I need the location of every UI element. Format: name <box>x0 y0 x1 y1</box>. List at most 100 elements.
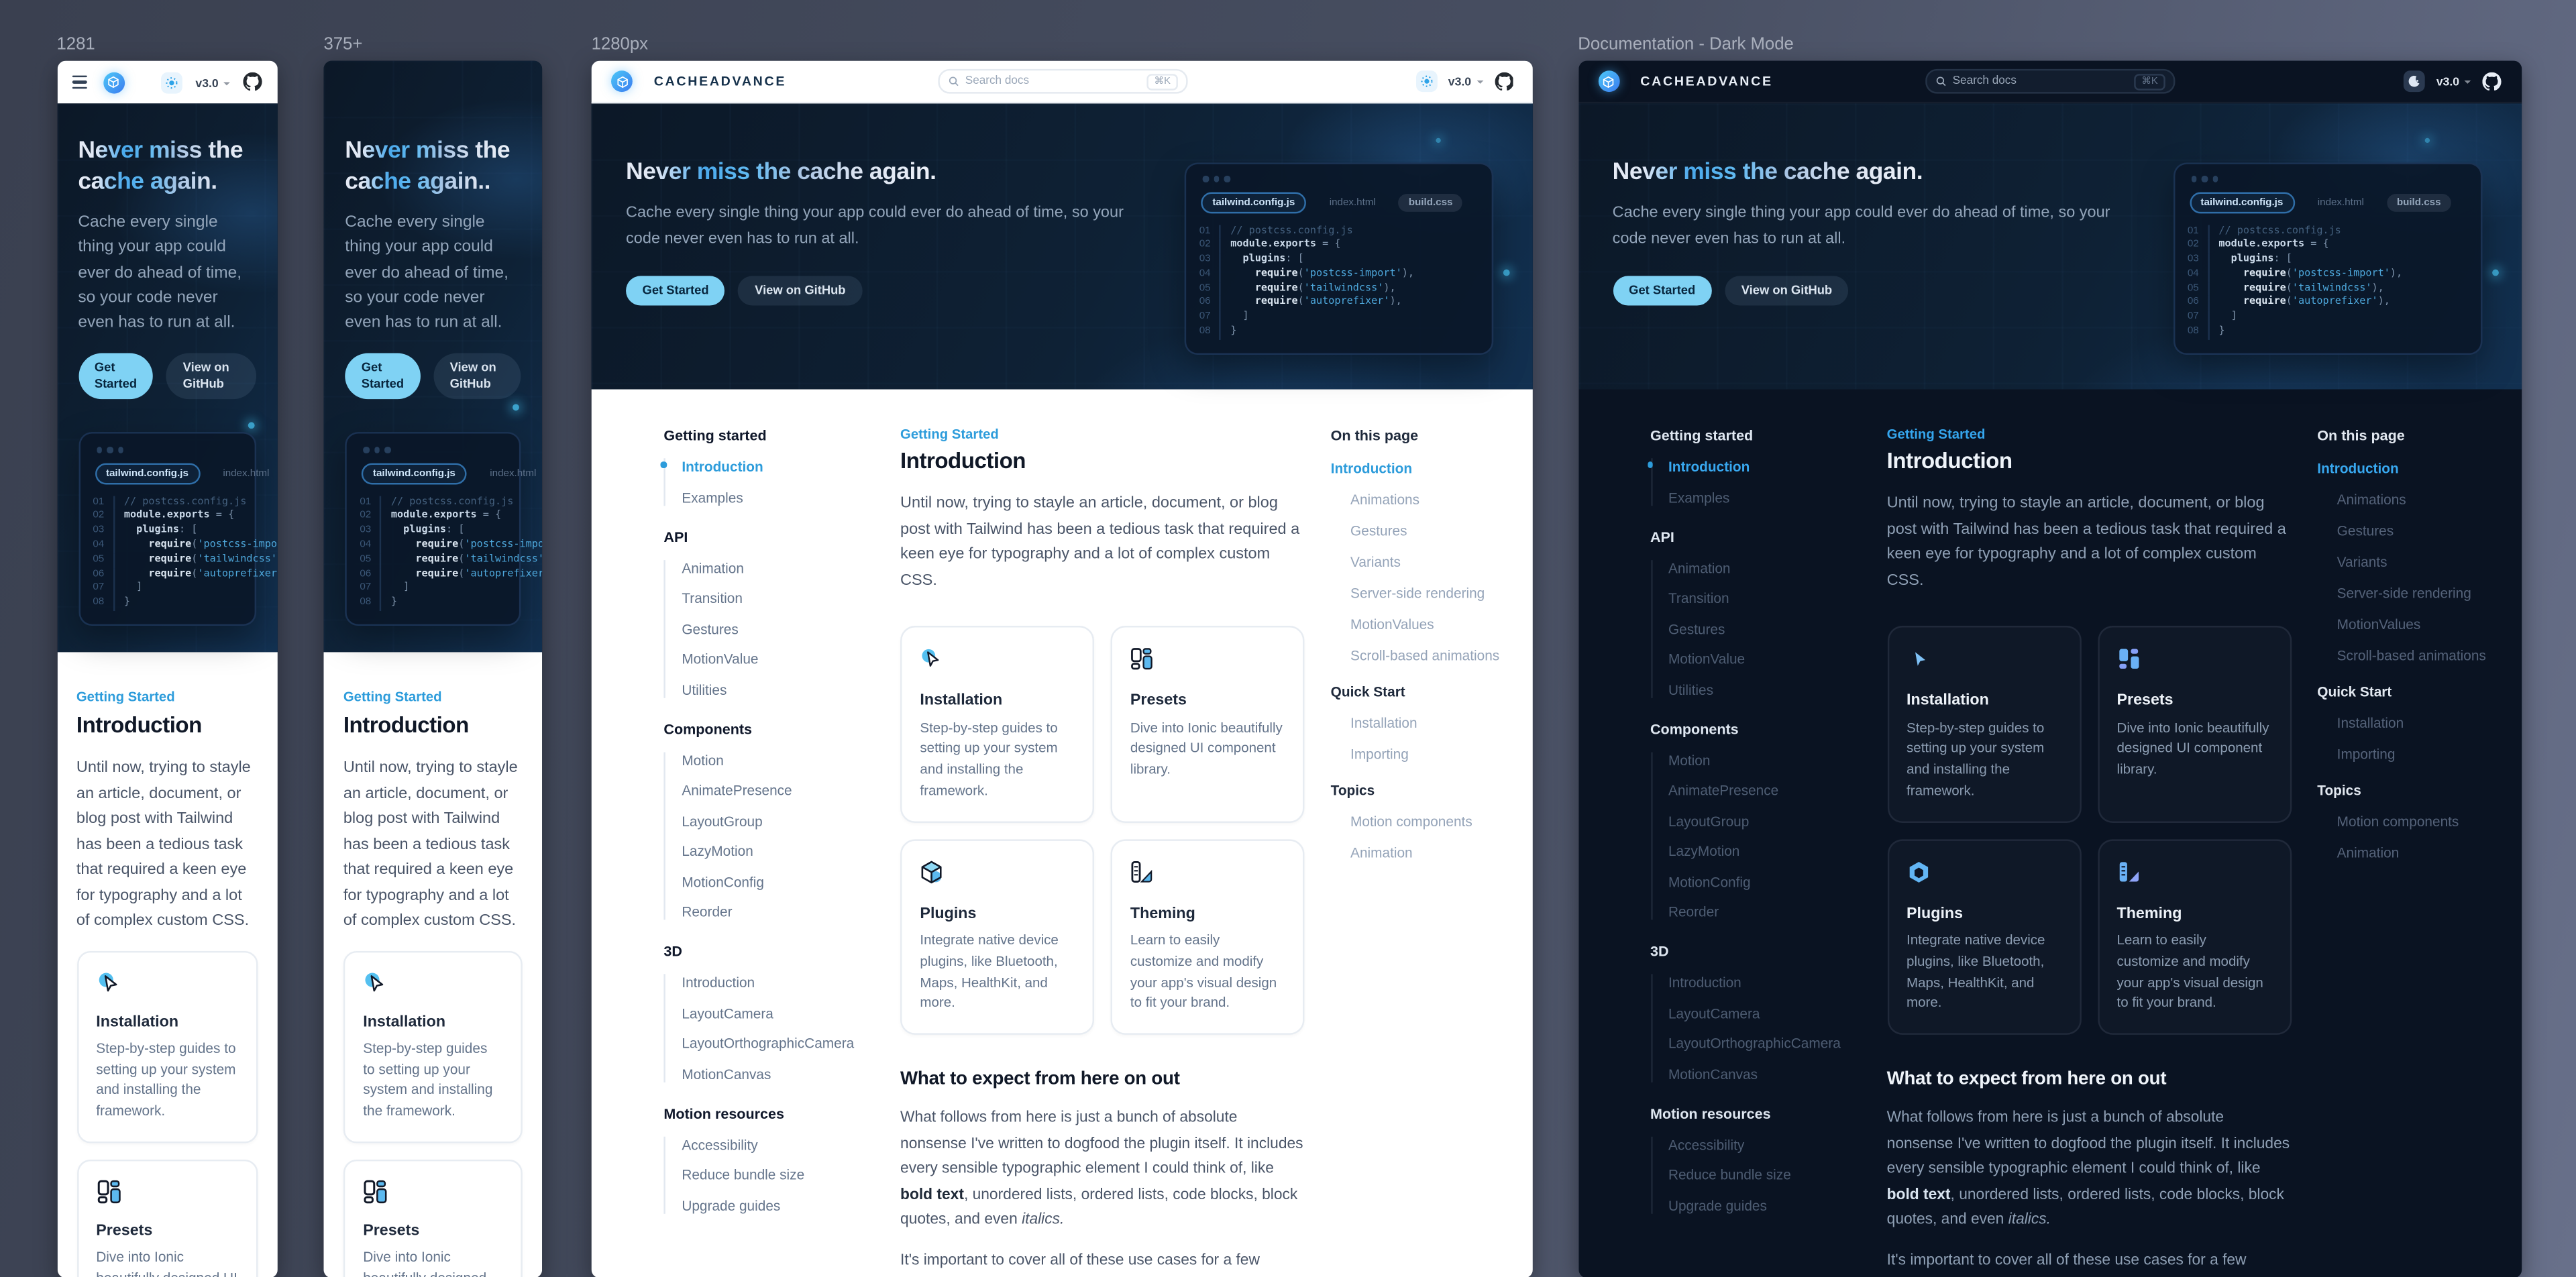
logo-icon[interactable] <box>370 71 391 93</box>
logo-icon[interactable] <box>611 70 633 93</box>
doc-card[interactable]: Presets Dive into Ionic beautifully desi… <box>2097 626 2292 823</box>
logo-icon[interactable] <box>103 71 124 93</box>
toc-item[interactable]: Quick Start <box>2317 683 2392 700</box>
github-icon[interactable] <box>508 72 528 91</box>
doc-card[interactable]: Installation Step-by-step guides to sett… <box>343 950 523 1143</box>
toc-item[interactable]: Introduction <box>1330 459 1413 477</box>
doc-card[interactable]: Installation Step-by-step guides to sett… <box>900 626 1095 823</box>
sidebar-item[interactable]: Motion <box>682 751 724 768</box>
code-tab[interactable]: build.css <box>1399 192 1463 211</box>
sidebar-item[interactable]: Reduce bundle size <box>682 1166 805 1183</box>
sidebar-item[interactable]: Animation <box>682 559 744 576</box>
theme-toggle-button[interactable] <box>161 71 182 93</box>
theme-toggle-button[interactable] <box>426 71 448 93</box>
toc-item[interactable]: Installation <box>2337 714 2404 731</box>
version-selector[interactable]: v3.0 <box>2436 74 2471 89</box>
get-started-button[interactable]: Get Started <box>345 353 421 400</box>
sidebar-item[interactable]: MotionValue <box>1668 650 1746 667</box>
sidebar-item[interactable]: AnimatePresence <box>682 781 792 799</box>
sidebar-item[interactable]: Motion <box>1668 751 1711 768</box>
menu-icon[interactable] <box>71 75 87 89</box>
sidebar-item[interactable]: Accessibility <box>1668 1135 1745 1152</box>
sidebar-item[interactable]: Utilities <box>682 681 727 698</box>
github-icon[interactable] <box>1494 72 1513 91</box>
sidebar-item[interactable]: AnimatePresence <box>1668 781 1779 799</box>
toc-item[interactable]: Gestures <box>2337 522 2394 539</box>
toc-item[interactable]: Animation <box>2337 844 2400 861</box>
view-github-button[interactable]: View on GitHub <box>1725 276 1849 305</box>
theme-toggle-button[interactable] <box>2403 70 2425 93</box>
version-selector[interactable]: v3.0 <box>195 74 230 89</box>
sidebar-item[interactable]: LayoutOrthographicCamera <box>682 1034 855 1052</box>
sidebar-item[interactable]: Introduction <box>682 974 755 991</box>
sidebar-item[interactable]: LayoutGroup <box>682 812 763 829</box>
sidebar-item[interactable]: Transition <box>682 590 743 606</box>
code-tab[interactable]: build.css <box>2387 192 2451 211</box>
version-selector[interactable]: v3.0 <box>461 74 496 89</box>
sidebar-item[interactable]: Examples <box>682 488 743 506</box>
menu-icon[interactable] <box>338 75 354 89</box>
toc-item[interactable]: Animations <box>1350 491 1420 508</box>
doc-card[interactable]: Plugins Integrate native device plugins,… <box>1886 838 2081 1036</box>
view-github-button[interactable]: View on GitHub <box>433 353 521 400</box>
github-icon[interactable] <box>2482 72 2502 91</box>
get-started-button[interactable]: Get Started <box>1612 276 1712 305</box>
sidebar-item[interactable]: Transition <box>1668 590 1729 606</box>
sidebar-item[interactable]: Reorder <box>682 903 733 920</box>
sidebar-item[interactable]: Reorder <box>1668 903 1719 920</box>
code-tab[interactable]: tailwind.config.js <box>2189 191 2295 213</box>
doc-card[interactable]: Installation Step-by-step guides to sett… <box>1886 626 2081 823</box>
doc-card[interactable]: Theming Learn to easily customize and mo… <box>1110 838 1305 1036</box>
sidebar-item[interactable]: LazyMotion <box>1668 842 1740 859</box>
get-started-button[interactable]: Get Started <box>78 353 154 400</box>
sidebar-item[interactable]: LazyMotion <box>682 842 753 859</box>
sidebar-item[interactable]: Animation <box>1668 559 1731 576</box>
code-tab[interactable]: index.html <box>1329 196 1376 208</box>
sidebar-item[interactable]: Introduction <box>1668 974 1741 991</box>
doc-card[interactable]: Installation Step-by-step guides to sett… <box>76 950 258 1143</box>
toc-item[interactable]: Animations <box>2337 491 2406 508</box>
toc-item[interactable]: Motion components <box>1350 813 1472 830</box>
toc-item[interactable]: Importing <box>2337 745 2396 763</box>
toc-item[interactable]: Server-side rendering <box>2337 584 2471 602</box>
toc-item[interactable]: MotionValues <box>1350 616 1434 632</box>
sidebar-item[interactable]: LayoutCamera <box>682 1004 773 1021</box>
toc-item[interactable]: Server-side rendering <box>1350 584 1485 602</box>
sidebar-item[interactable]: Examples <box>1668 488 1730 506</box>
sidebar-item[interactable]: MotionCanvas <box>1668 1065 1758 1082</box>
toc-item[interactable]: Variants <box>2337 553 2387 570</box>
toc-item[interactable]: Motion components <box>2337 813 2459 830</box>
sidebar-item[interactable]: Reduce bundle size <box>1668 1166 1791 1183</box>
sidebar-item[interactable]: LayoutOrthographicCamera <box>1668 1034 1841 1052</box>
toc-item[interactable]: Scroll-based animations <box>2337 647 2486 664</box>
toc-item[interactable]: Introduction <box>2317 459 2399 477</box>
doc-card[interactable]: Presets Dive into Ionic beautifully desi… <box>343 1159 523 1277</box>
toc-item[interactable]: Variants <box>1350 553 1401 570</box>
toc-item[interactable]: Gestures <box>1350 522 1407 539</box>
doc-card[interactable]: Theming Learn to easily customize and mo… <box>2097 838 2292 1036</box>
search-input[interactable]: Search docs ⌘K <box>937 68 1187 94</box>
theme-toggle-button[interactable] <box>1415 70 1437 93</box>
toc-item[interactable]: Scroll-based animations <box>1350 647 1500 664</box>
sidebar-item[interactable]: MotionConfig <box>1668 873 1751 890</box>
sidebar-item[interactable]: Gestures <box>1668 620 1725 636</box>
toc-item[interactable]: Quick Start <box>1330 683 1405 700</box>
view-github-button[interactable]: View on GitHub <box>738 276 863 305</box>
toc-item[interactable]: Importing <box>1350 745 1409 763</box>
sidebar-item[interactable]: Upgrade guides <box>1668 1197 1767 1213</box>
toc-item[interactable]: Topics <box>1330 781 1375 799</box>
toc-item[interactable]: Animation <box>1350 844 1413 861</box>
sidebar-item[interactable]: Upgrade guides <box>682 1197 781 1213</box>
sidebar-item[interactable]: LayoutGroup <box>1668 812 1750 829</box>
sidebar-item[interactable]: Introduction <box>1647 458 1861 475</box>
code-tab[interactable]: index.html <box>2317 196 2364 208</box>
doc-card[interactable]: Presets Dive into Ionic beautifully desi… <box>76 1159 258 1277</box>
sidebar-item[interactable]: Introduction <box>660 458 874 475</box>
sidebar-item[interactable]: Utilities <box>1668 681 1714 698</box>
code-tab[interactable]: tailwind.config.js <box>94 462 201 484</box>
code-tab[interactable]: index.html <box>490 467 537 480</box>
doc-card[interactable]: Presets Dive into Ionic beautifully desi… <box>1110 626 1305 823</box>
code-tab[interactable]: tailwind.config.js <box>361 462 468 484</box>
toc-item[interactable]: MotionValues <box>2337 616 2421 632</box>
logo-icon[interactable] <box>1597 70 1619 93</box>
